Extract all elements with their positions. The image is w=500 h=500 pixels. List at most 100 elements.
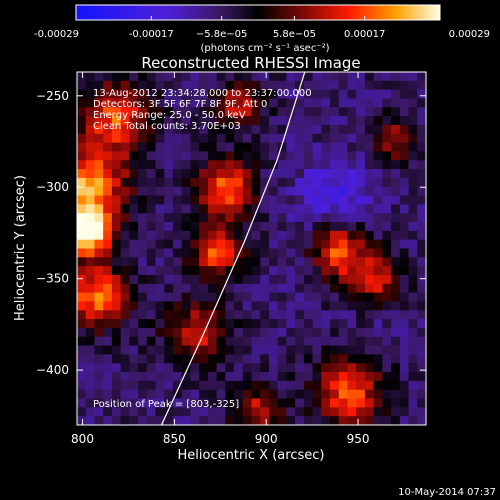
heatmap-cell [286, 283, 296, 294]
heatmap-cell [330, 407, 340, 417]
heatmap-cell [164, 151, 174, 161]
heatmap-cell [251, 372, 261, 382]
heatmap-cell [129, 266, 139, 276]
heatmap-cell [181, 416, 191, 425]
heatmap-cell [225, 222, 235, 232]
heatmap-cell [164, 407, 174, 417]
heatmap-cell [181, 389, 191, 399]
heatmap-cell [225, 257, 235, 267]
heatmap-cell [373, 72, 383, 82]
heatmap-cell [85, 195, 95, 205]
heatmap-cell [417, 204, 426, 214]
heatmap-cell [347, 160, 357, 170]
heatmap-cell [138, 98, 148, 108]
heatmap-cell [251, 72, 261, 82]
heatmap-cell [417, 124, 426, 135]
heatmap-cell [155, 80, 165, 91]
heatmap-cell [77, 107, 87, 117]
heatmap-cell [408, 380, 418, 391]
heatmap-cell [312, 186, 322, 196]
heatmap-cell [391, 327, 401, 338]
heatmap-cell [364, 230, 375, 241]
heatmap-cell [172, 327, 183, 338]
heatmap-cell [417, 80, 426, 91]
heatmap-cell [216, 283, 226, 294]
heatmap-cell [408, 389, 418, 399]
heatmap-cell [382, 274, 392, 285]
heatmap-cell [260, 116, 270, 126]
heatmap-cell [391, 407, 401, 417]
heatmap-cell [321, 310, 331, 320]
heatmap-cell [260, 274, 270, 285]
heatmap-cell [216, 160, 226, 170]
heatmap-cell [303, 89, 313, 99]
heatmap-cell [303, 380, 313, 391]
heatmap-cell [120, 398, 130, 408]
heatmap-cell [373, 186, 383, 196]
heatmap-cell [77, 116, 87, 126]
heatmap-cell [242, 301, 252, 311]
heatmap-cell [77, 354, 87, 364]
heatmap-cell [277, 248, 287, 258]
heatmap-cell [330, 327, 340, 338]
heatmap-cell [364, 398, 375, 408]
heatmap-cell [286, 72, 296, 82]
heatmap-cell [94, 283, 104, 294]
heatmap-cell [129, 160, 139, 170]
heatmap-cell [199, 389, 209, 399]
heatmap-cell [155, 283, 165, 294]
heatmap-cell [103, 319, 113, 329]
heatmap-cell [103, 257, 113, 267]
heatmap-cell [364, 274, 375, 285]
heatmap-cell [338, 274, 348, 285]
heatmap-cell [356, 213, 366, 223]
heatmap-cell [216, 230, 226, 241]
heatmap-cell [330, 239, 340, 249]
heatmap-cell [356, 345, 366, 355]
heatmap-cell [347, 398, 357, 408]
heatmap-cell [356, 407, 366, 417]
heatmap-cell [260, 80, 270, 91]
heatmap-cell [277, 257, 287, 267]
heatmap-cell [225, 319, 235, 329]
heatmap-cell [111, 160, 122, 170]
heatmap-cell [129, 98, 139, 108]
heatmap-cell [242, 213, 252, 223]
heatmap-cell [347, 133, 357, 143]
heatmap-cell [260, 222, 270, 232]
heatmap-cell [172, 319, 183, 329]
heatmap-cell [277, 336, 287, 346]
heatmap-cell [373, 133, 383, 143]
heatmap-cell [321, 116, 331, 126]
heatmap-cell [103, 301, 113, 311]
heatmap-cell [382, 266, 392, 276]
heatmap-cell [172, 204, 183, 214]
heatmap-cell [260, 133, 270, 143]
heatmap-cell [408, 239, 418, 249]
heatmap-cell [347, 407, 357, 417]
heatmap-cell [207, 177, 218, 188]
heatmap-cell [129, 195, 139, 205]
heatmap-cell [199, 310, 209, 320]
heatmap-cell [382, 248, 392, 258]
heatmap-cell [225, 186, 235, 196]
heatmap-cell [260, 124, 270, 135]
heatmap-cell [85, 239, 95, 249]
heatmap-cell [172, 107, 183, 117]
heatmap-cell [190, 319, 200, 329]
heatmap-cell [260, 248, 270, 258]
heatmap-cell [129, 80, 139, 91]
heatmap-cell [129, 124, 139, 135]
heatmap-cell [138, 310, 148, 320]
heatmap-cell [85, 160, 95, 170]
heatmap-cell [155, 416, 165, 425]
heatmap-cell [295, 257, 305, 267]
heatmap-cell [172, 239, 183, 249]
heatmap-cell [399, 195, 409, 205]
heatmap-cell [94, 124, 104, 135]
heatmap-cell [155, 160, 165, 170]
heatmap-cell [347, 98, 357, 108]
heatmap-cell [408, 222, 418, 232]
heatmap-cell [321, 195, 331, 205]
heatmap-cell [277, 151, 287, 161]
